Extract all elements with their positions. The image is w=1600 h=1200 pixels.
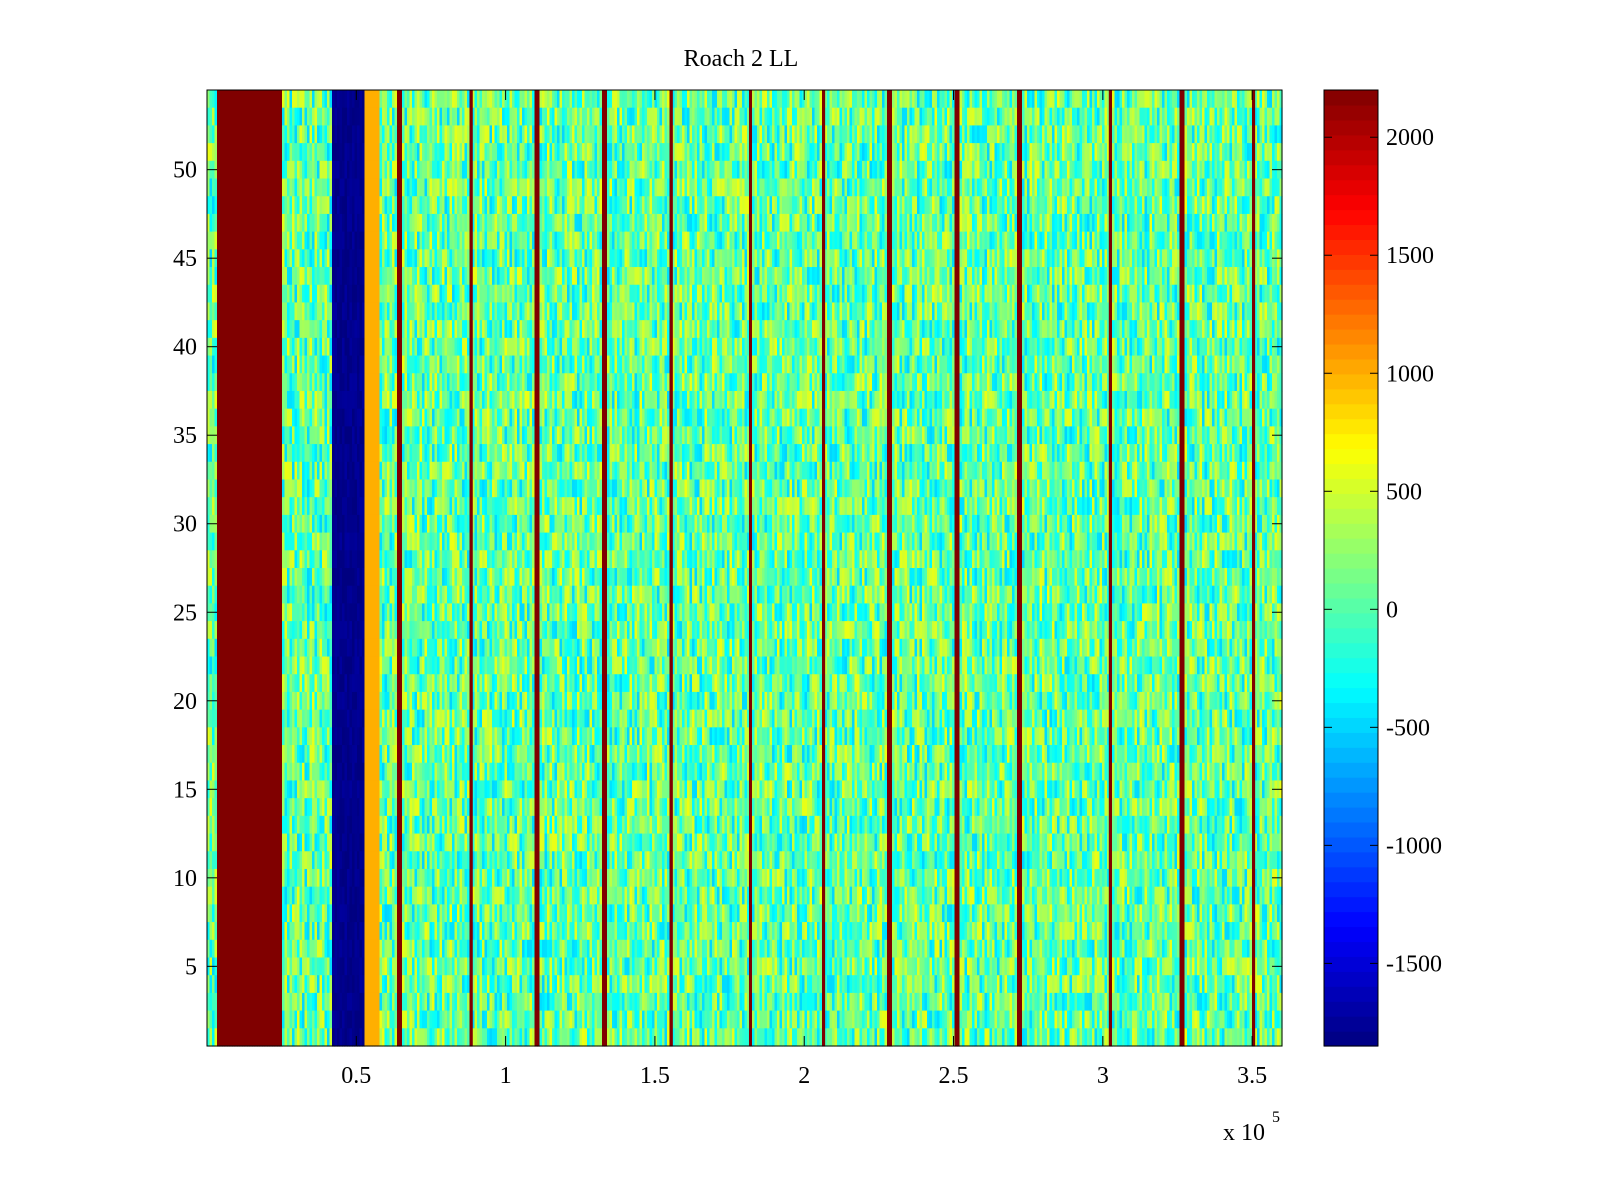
chart-title: Roach 2 LL — [684, 46, 799, 72]
heatmap-cells — [207, 90, 1283, 1047]
